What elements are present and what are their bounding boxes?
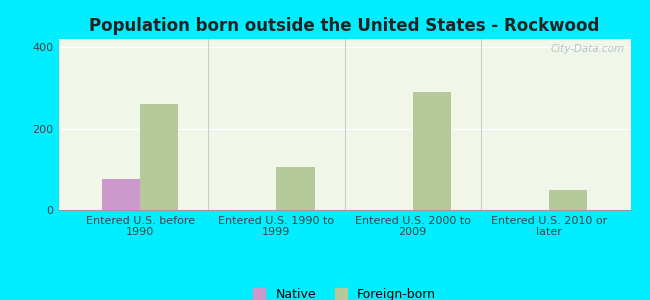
Bar: [102, 179, 140, 210]
Title: Population born outside the United States - Rockwood: Population born outside the United State…: [89, 17, 600, 35]
Legend: Native, Foreign-born: Native, Foreign-born: [253, 288, 436, 300]
Text: City-Data.com: City-Data.com: [551, 44, 625, 54]
Bar: [276, 167, 315, 210]
Bar: [140, 104, 178, 210]
Bar: [549, 190, 587, 210]
Bar: [413, 92, 450, 210]
